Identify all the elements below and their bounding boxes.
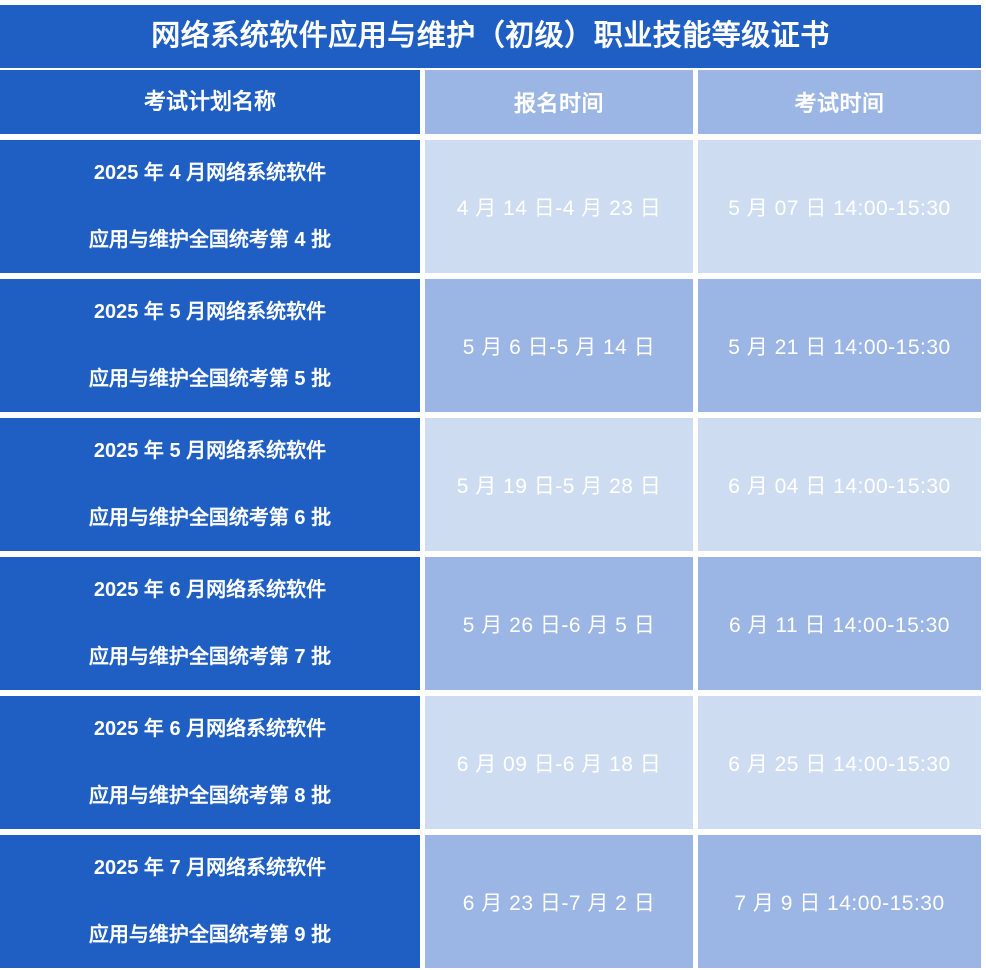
plan-name-line-2: 应用与维护全国统考第 7 批 — [88, 645, 332, 668]
table-header-row: 考试计划名称 报名时间 考试时间 — [0, 70, 981, 134]
plan-name-line-2: 应用与维护全国统考第 8 批 — [88, 784, 332, 807]
cell-plan-name: 2025 年 6 月网络系统软件 应用与维护全国统考第 8 批 — [0, 696, 420, 829]
column-header-exam-time: 考试时间 — [698, 70, 981, 134]
cell-registration-time: 5 月 26 日-6 月 5 日 — [425, 557, 693, 690]
column-header-registration-time: 报名时间 — [425, 70, 693, 134]
cell-plan-name: 2025 年 4 月网络系统软件 应用与维护全国统考第 4 批 — [0, 140, 420, 273]
exam-schedule-table: 考试计划名称 报名时间 考试时间 2025 年 4 月网络系统软件 应用与维护全… — [0, 70, 981, 970]
cell-exam-time: 7 月 9 日 14:00-15:30 — [698, 835, 981, 968]
cell-exam-time: 6 月 25 日 14:00-15:30 — [698, 696, 981, 829]
plan-name-line-1: 2025 年 7 月网络系统软件 — [93, 856, 327, 879]
cell-plan-name: 2025 年 5 月网络系统软件 应用与维护全国统考第 5 批 — [0, 279, 420, 412]
table-row: 2025 年 5 月网络系统软件 应用与维护全国统考第 6 批 5 月 19 日… — [0, 418, 981, 551]
cell-exam-time: 6 月 04 日 14:00-15:30 — [698, 418, 981, 551]
cell-registration-time: 5 月 19 日-5 月 28 日 — [425, 418, 693, 551]
table-row: 2025 年 5 月网络系统软件 应用与维护全国统考第 5 批 5 月 6 日-… — [0, 279, 981, 412]
cell-plan-name: 2025 年 6 月网络系统软件 应用与维护全国统考第 7 批 — [0, 557, 420, 690]
plan-name-line-1: 2025 年 5 月网络系统软件 — [93, 300, 327, 323]
table-row: 2025 年 6 月网络系统软件 应用与维护全国统考第 8 批 6 月 09 日… — [0, 696, 981, 829]
table-row: 2025 年 7 月网络系统软件 应用与维护全国统考第 9 批 6 月 23 日… — [0, 835, 981, 968]
cell-exam-time: 5 月 21 日 14:00-15:30 — [698, 279, 981, 412]
cell-plan-name: 2025 年 5 月网络系统软件 应用与维护全国统考第 6 批 — [0, 418, 420, 551]
cell-plan-name: 2025 年 7 月网络系统软件 应用与维护全国统考第 9 批 — [0, 835, 420, 968]
plan-name-line-2: 应用与维护全国统考第 5 批 — [88, 367, 332, 390]
table-row: 2025 年 4 月网络系统软件 应用与维护全国统考第 4 批 4 月 14 日… — [0, 140, 981, 273]
table-row: 2025 年 6 月网络系统软件 应用与维护全国统考第 7 批 5 月 26 日… — [0, 557, 981, 690]
plan-name-line-1: 2025 年 5 月网络系统软件 — [93, 439, 327, 462]
page-title: 网络系统软件应用与维护（初级）职业技能等级证书 — [151, 20, 830, 52]
cell-exam-time: 6 月 11 日 14:00-15:30 — [698, 557, 981, 690]
cell-registration-time: 6 月 23 日-7 月 2 日 — [425, 835, 693, 968]
column-header-plan-name: 考试计划名称 — [0, 70, 420, 134]
plan-name-line-1: 2025 年 6 月网络系统软件 — [93, 578, 327, 601]
plan-name-line-1: 2025 年 6 月网络系统软件 — [93, 717, 327, 740]
cell-registration-time: 6 月 09 日-6 月 18 日 — [425, 696, 693, 829]
plan-name-line-1: 2025 年 4 月网络系统软件 — [93, 161, 327, 184]
plan-name-line-2: 应用与维护全国统考第 9 批 — [88, 923, 332, 946]
cell-registration-time: 4 月 14 日-4 月 23 日 — [425, 140, 693, 273]
plan-name-line-2: 应用与维护全国统考第 4 批 — [88, 228, 332, 251]
page-title-banner: 网络系统软件应用与维护（初级）职业技能等级证书 — [0, 5, 981, 68]
plan-name-line-2: 应用与维护全国统考第 6 批 — [88, 506, 332, 529]
cell-exam-time: 5 月 07 日 14:00-15:30 — [698, 140, 981, 273]
cell-registration-time: 5 月 6 日-5 月 14 日 — [425, 279, 693, 412]
